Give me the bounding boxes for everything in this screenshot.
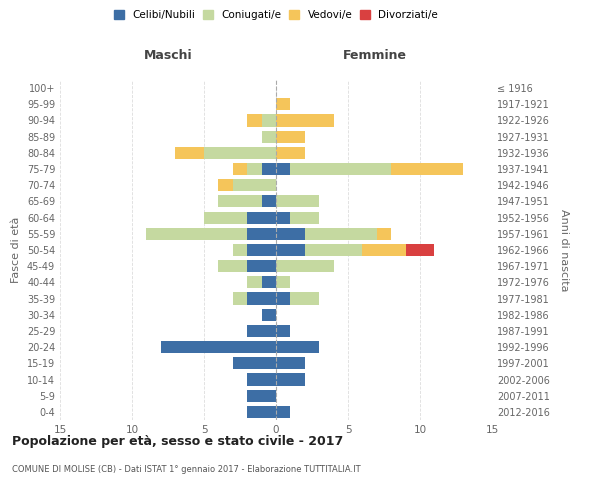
Bar — [276, 374, 305, 386]
Bar — [290, 292, 319, 304]
Bar — [276, 260, 334, 272]
Bar — [262, 276, 276, 288]
Bar — [247, 244, 276, 256]
Bar — [276, 163, 290, 175]
Bar — [233, 163, 247, 175]
Bar — [276, 228, 305, 240]
Bar — [362, 244, 406, 256]
Bar — [377, 228, 391, 240]
Bar — [305, 244, 362, 256]
Bar — [276, 212, 290, 224]
Legend: Celibi/Nubili, Coniugati/e, Vedovi/e, Divorziati/e: Celibi/Nubili, Coniugati/e, Vedovi/e, Di… — [112, 8, 440, 22]
Bar — [247, 276, 262, 288]
Bar — [175, 147, 204, 159]
Bar — [146, 228, 247, 240]
Bar — [247, 390, 276, 402]
Bar — [247, 163, 262, 175]
Bar — [290, 212, 319, 224]
Bar — [161, 341, 276, 353]
Bar — [247, 212, 276, 224]
Text: Femmine: Femmine — [343, 50, 407, 62]
Bar — [276, 147, 305, 159]
Bar — [247, 406, 276, 418]
Bar — [290, 163, 391, 175]
Bar — [218, 179, 233, 192]
Bar — [218, 260, 247, 272]
Bar — [406, 244, 434, 256]
Bar — [233, 292, 247, 304]
Bar — [247, 114, 262, 126]
Bar — [276, 196, 319, 207]
Bar — [247, 260, 276, 272]
Bar — [204, 212, 247, 224]
Bar — [204, 147, 276, 159]
Bar — [276, 325, 290, 337]
Bar — [247, 325, 276, 337]
Bar — [276, 114, 334, 126]
Bar — [247, 292, 276, 304]
Bar — [233, 244, 247, 256]
Bar — [276, 341, 319, 353]
Bar — [247, 374, 276, 386]
Text: COMUNE DI MOLISE (CB) - Dati ISTAT 1° gennaio 2017 - Elaborazione TUTTITALIA.IT: COMUNE DI MOLISE (CB) - Dati ISTAT 1° ge… — [12, 465, 361, 474]
Y-axis label: Fasce di età: Fasce di età — [11, 217, 21, 283]
Bar — [276, 406, 290, 418]
Bar — [391, 163, 463, 175]
Bar — [276, 292, 290, 304]
Bar — [233, 358, 276, 370]
Bar — [218, 196, 262, 207]
Bar — [262, 114, 276, 126]
Bar — [276, 98, 290, 110]
Bar — [262, 308, 276, 321]
Bar — [247, 228, 276, 240]
Bar — [276, 244, 305, 256]
Bar — [276, 358, 305, 370]
Y-axis label: Anni di nascita: Anni di nascita — [559, 208, 569, 291]
Text: Maschi: Maschi — [143, 50, 193, 62]
Bar — [276, 130, 305, 142]
Bar — [276, 276, 290, 288]
Bar — [262, 196, 276, 207]
Text: Popolazione per età, sesso e stato civile - 2017: Popolazione per età, sesso e stato civil… — [12, 435, 343, 448]
Bar — [262, 163, 276, 175]
Bar — [305, 228, 377, 240]
Bar — [262, 130, 276, 142]
Bar — [233, 179, 276, 192]
